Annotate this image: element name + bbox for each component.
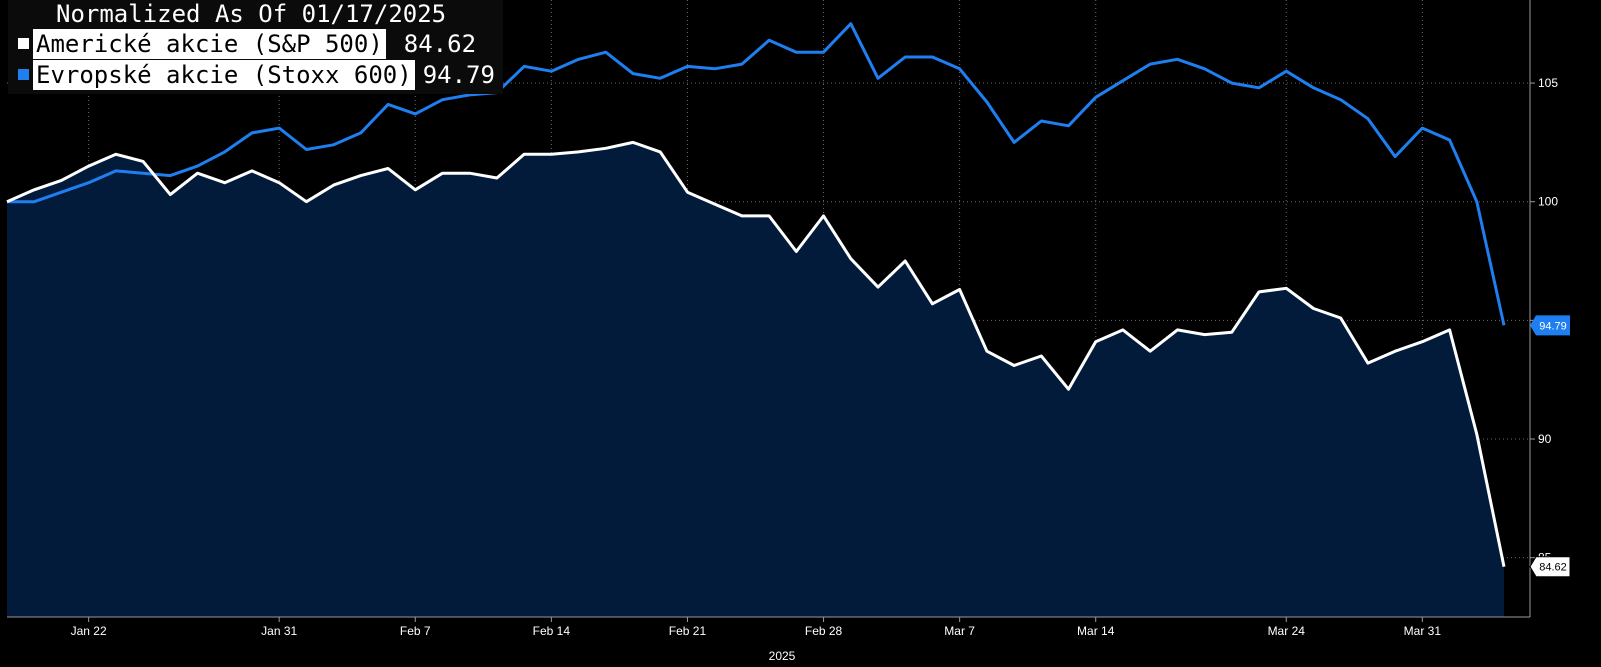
value-tag-label: 84.62 (1539, 562, 1567, 574)
legend-swatch-blue (18, 69, 29, 80)
legend-value: 84.62 (403, 29, 477, 58)
x-tick-label: Mar 31 (1404, 624, 1442, 638)
sp500-area (7, 142, 1504, 617)
value-tag-box (1530, 315, 1570, 336)
stoxx600-line (7, 22, 1506, 326)
area-fill (7, 142, 1504, 617)
legend-value: 94.79 (422, 60, 495, 89)
chart-title: Normalized As Of 01/17/2025 (56, 0, 447, 28)
legend: Normalized As Of 01/17/2025 Americké akc… (8, 0, 503, 94)
x-tick-label: Feb 14 (533, 624, 571, 638)
x-tick-label: Mar 24 (1268, 624, 1306, 638)
stoxx600-last-value-tag: 94.79 (1530, 315, 1570, 336)
x-tick-label: Mar 14 (1077, 624, 1115, 638)
x-tick-label: Jan 22 (71, 624, 107, 638)
x-tick-label: Feb 28 (805, 624, 843, 638)
legend-swatch-white (18, 38, 29, 49)
y-tick-label: 100 (1538, 195, 1558, 209)
sp500-line (6, 140, 1506, 568)
legend-item-sp500[interactable]: Americké akcie (S&P 500) 84.62 (12, 28, 495, 59)
legend-label: Americké akcie (S&P 500) (33, 28, 386, 59)
series-lines (6, 22, 1506, 568)
x-tick-label: Jan 31 (261, 624, 297, 638)
legend-item-stoxx600[interactable]: Evropské akcie (Stoxx 600) 94.79 (12, 59, 495, 90)
value-tag-box (1529, 556, 1571, 578)
y-tick-label: 105 (1538, 76, 1558, 90)
x-tick-label: Mar 7 (944, 624, 975, 638)
sp500-last-value-tag: 84.62 (1529, 556, 1571, 578)
x-tick-label: Feb 7 (400, 624, 431, 638)
value-tag-label: 94.79 (1539, 320, 1567, 332)
y-tick-label: 90 (1538, 432, 1552, 446)
legend-label: Evropské akcie (Stoxx 600) (33, 59, 415, 90)
x-tick-label: Feb 21 (669, 624, 707, 638)
x-axis-title: 2025 (769, 649, 796, 663)
